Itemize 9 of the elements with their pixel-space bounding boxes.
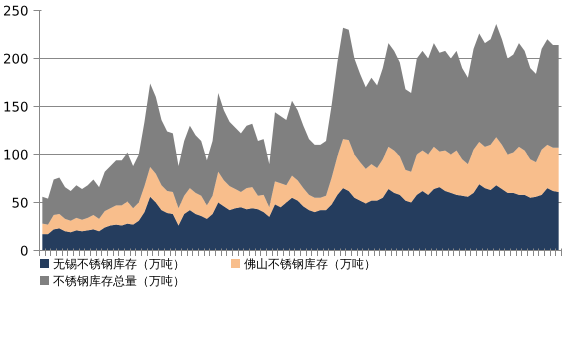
y-tick-label: 0: [20, 244, 29, 260]
legend-label: 佛山不锈钢库存（万吨）: [243, 257, 376, 271]
y-tick-label: 200: [3, 52, 29, 68]
y-tick-label: 50: [12, 196, 29, 212]
y-tick-label: 100: [3, 148, 29, 164]
y-tick-label: 150: [3, 100, 29, 116]
legend-label: 不锈钢库存总量（万吨）: [52, 274, 185, 288]
y-tick-label: 250: [3, 4, 29, 20]
legend-label: 无锡不锈钢库存（万吨）: [52, 257, 185, 271]
